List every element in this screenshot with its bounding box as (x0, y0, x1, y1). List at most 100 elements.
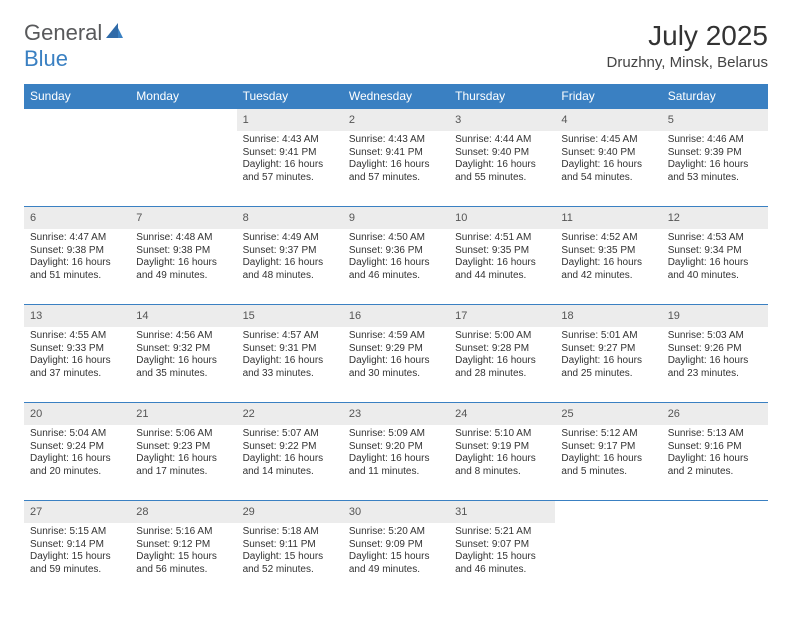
sunset-text: Sunset: 9:32 PM (136, 343, 230, 356)
daylight-line1: Daylight: 16 hours (136, 355, 230, 368)
calendar-body: 12345Sunrise: 4:43 AMSunset: 9:41 PMDayl… (24, 109, 768, 599)
day-content: Sunrise: 4:51 AMSunset: 9:35 PMDaylight:… (449, 229, 555, 305)
day-number: 10 (449, 207, 555, 230)
day-content: Sunrise: 4:57 AMSunset: 9:31 PMDaylight:… (237, 327, 343, 403)
day-number: 11 (555, 207, 661, 230)
day-content: Sunrise: 5:18 AMSunset: 9:11 PMDaylight:… (237, 523, 343, 598)
day-number: 4 (555, 109, 661, 132)
day-number: 22 (237, 403, 343, 426)
sunrise-text: Sunrise: 4:45 AM (561, 134, 655, 147)
sunrise-text: Sunrise: 4:52 AM (561, 232, 655, 245)
day-number: 21 (130, 403, 236, 426)
sunset-text: Sunset: 9:14 PM (30, 539, 124, 552)
day-number: 1 (237, 109, 343, 132)
daylight-line1: Daylight: 16 hours (243, 257, 337, 270)
day-number-row: 12345 (24, 109, 768, 132)
sunrise-text: Sunrise: 4:43 AM (243, 134, 337, 147)
daylight-line2: and 48 minutes. (243, 270, 337, 283)
sunset-text: Sunset: 9:36 PM (349, 245, 443, 258)
daylight-line2: and 28 minutes. (455, 368, 549, 381)
day-content: Sunrise: 4:50 AMSunset: 9:36 PMDaylight:… (343, 229, 449, 305)
sunrise-text: Sunrise: 5:04 AM (30, 428, 124, 441)
daylight-line1: Daylight: 16 hours (30, 453, 124, 466)
day-content-row: Sunrise: 5:15 AMSunset: 9:14 PMDaylight:… (24, 523, 768, 598)
weekday-header: Monday (130, 84, 236, 109)
day-content: Sunrise: 4:48 AMSunset: 9:38 PMDaylight:… (130, 229, 236, 305)
daylight-line2: and 2 minutes. (668, 466, 762, 479)
day-content: Sunrise: 5:13 AMSunset: 9:16 PMDaylight:… (662, 425, 768, 501)
day-content: Sunrise: 5:12 AMSunset: 9:17 PMDaylight:… (555, 425, 661, 501)
daylight-line1: Daylight: 16 hours (243, 453, 337, 466)
calendar-page: General Blue July 2025 Druzhny, Minsk, B… (0, 0, 792, 618)
daylight-line1: Daylight: 16 hours (561, 453, 655, 466)
day-number: 8 (237, 207, 343, 230)
daylight-line1: Daylight: 16 hours (136, 257, 230, 270)
day-number: 6 (24, 207, 130, 230)
empty-cell (555, 501, 661, 524)
daylight-line1: Daylight: 16 hours (30, 257, 124, 270)
sunrise-text: Sunrise: 4:56 AM (136, 330, 230, 343)
weekday-header: Friday (555, 84, 661, 109)
daylight-line1: Daylight: 16 hours (561, 159, 655, 172)
daylight-line1: Daylight: 16 hours (349, 355, 443, 368)
day-number-row: 2728293031 (24, 501, 768, 524)
sunset-text: Sunset: 9:22 PM (243, 441, 337, 454)
empty-cell (555, 523, 661, 598)
sunset-text: Sunset: 9:26 PM (668, 343, 762, 356)
weekday-header: Thursday (449, 84, 555, 109)
sunrise-text: Sunrise: 4:57 AM (243, 330, 337, 343)
daylight-line2: and 23 minutes. (668, 368, 762, 381)
sunrise-text: Sunrise: 4:46 AM (668, 134, 762, 147)
day-content: Sunrise: 4:53 AMSunset: 9:34 PMDaylight:… (662, 229, 768, 305)
daylight-line1: Daylight: 15 hours (349, 551, 443, 564)
empty-cell (24, 131, 130, 207)
day-content: Sunrise: 4:55 AMSunset: 9:33 PMDaylight:… (24, 327, 130, 403)
daylight-line2: and 37 minutes. (30, 368, 124, 381)
day-content: Sunrise: 5:06 AMSunset: 9:23 PMDaylight:… (130, 425, 236, 501)
day-content: Sunrise: 4:59 AMSunset: 9:29 PMDaylight:… (343, 327, 449, 403)
sunset-text: Sunset: 9:40 PM (561, 147, 655, 160)
day-content-row: Sunrise: 4:55 AMSunset: 9:33 PMDaylight:… (24, 327, 768, 403)
day-number: 14 (130, 305, 236, 328)
daylight-line2: and 11 minutes. (349, 466, 443, 479)
empty-cell (662, 523, 768, 598)
daylight-line1: Daylight: 16 hours (668, 355, 762, 368)
day-number: 25 (555, 403, 661, 426)
daylight-line1: Daylight: 16 hours (455, 257, 549, 270)
daylight-line2: and 33 minutes. (243, 368, 337, 381)
sunset-text: Sunset: 9:20 PM (349, 441, 443, 454)
daylight-line2: and 53 minutes. (668, 172, 762, 185)
sunrise-text: Sunrise: 5:06 AM (136, 428, 230, 441)
sunrise-text: Sunrise: 4:51 AM (455, 232, 549, 245)
daylight-line2: and 55 minutes. (455, 172, 549, 185)
daylight-line2: and 42 minutes. (561, 270, 655, 283)
day-content: Sunrise: 4:47 AMSunset: 9:38 PMDaylight:… (24, 229, 130, 305)
daylight-line1: Daylight: 16 hours (30, 355, 124, 368)
day-content-row: Sunrise: 4:47 AMSunset: 9:38 PMDaylight:… (24, 229, 768, 305)
day-content: Sunrise: 4:44 AMSunset: 9:40 PMDaylight:… (449, 131, 555, 207)
sunset-text: Sunset: 9:24 PM (30, 441, 124, 454)
daylight-line2: and 30 minutes. (349, 368, 443, 381)
sunset-text: Sunset: 9:38 PM (136, 245, 230, 258)
daylight-line1: Daylight: 15 hours (30, 551, 124, 564)
sunrise-text: Sunrise: 5:12 AM (561, 428, 655, 441)
sunset-text: Sunset: 9:27 PM (561, 343, 655, 356)
sunrise-text: Sunrise: 4:43 AM (349, 134, 443, 147)
title-block: July 2025 Druzhny, Minsk, Belarus (607, 20, 768, 71)
sunset-text: Sunset: 9:37 PM (243, 245, 337, 258)
day-number: 31 (449, 501, 555, 524)
daylight-line1: Daylight: 16 hours (136, 453, 230, 466)
sunset-text: Sunset: 9:07 PM (455, 539, 549, 552)
sunset-text: Sunset: 9:23 PM (136, 441, 230, 454)
empty-cell (130, 109, 236, 132)
day-content: Sunrise: 5:03 AMSunset: 9:26 PMDaylight:… (662, 327, 768, 403)
sunrise-text: Sunrise: 5:21 AM (455, 526, 549, 539)
logo: General Blue (24, 20, 124, 72)
sunrise-text: Sunrise: 5:01 AM (561, 330, 655, 343)
daylight-line2: and 46 minutes. (349, 270, 443, 283)
daylight-line2: and 25 minutes. (561, 368, 655, 381)
empty-cell (130, 131, 236, 207)
daylight-line1: Daylight: 16 hours (668, 453, 762, 466)
sunrise-text: Sunrise: 5:00 AM (455, 330, 549, 343)
day-number: 30 (343, 501, 449, 524)
